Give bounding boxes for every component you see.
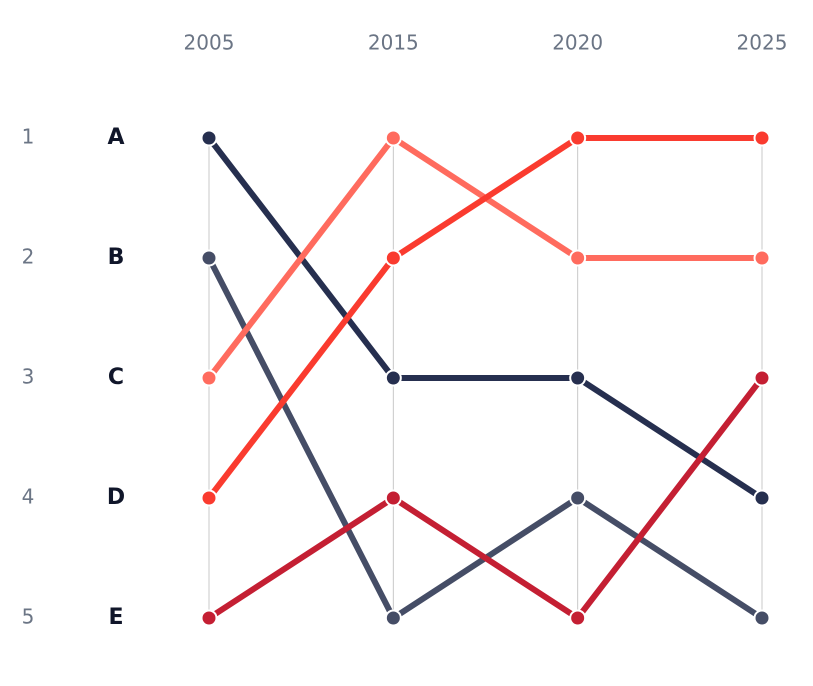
x-tick-label: 2015 — [368, 31, 419, 55]
x-tick-label: 2020 — [552, 31, 603, 55]
point — [753, 129, 771, 147]
point — [569, 369, 587, 387]
point — [384, 249, 402, 267]
series-name: D — [107, 485, 125, 510]
y-tick-label: 2 — [22, 245, 35, 269]
point — [753, 249, 771, 267]
point — [200, 129, 218, 147]
point — [753, 369, 771, 387]
series-name: B — [108, 245, 125, 270]
point — [569, 249, 587, 267]
series-name: C — [108, 365, 124, 390]
point — [384, 489, 402, 507]
x-tick-label: 2005 — [184, 31, 235, 55]
series-line — [206, 136, 764, 501]
point — [753, 609, 771, 627]
point — [200, 249, 218, 267]
y-tick-label: 1 — [22, 125, 35, 149]
y-tick-label: 3 — [22, 365, 35, 389]
series-line — [206, 133, 762, 380]
y-tick-label: 4 — [22, 485, 35, 509]
point — [569, 489, 587, 507]
point — [753, 489, 771, 507]
series-name: A — [107, 125, 124, 150]
series-line — [206, 135, 762, 500]
point — [384, 609, 402, 627]
point — [569, 609, 587, 627]
point — [384, 369, 402, 387]
x-tick-label: 2025 — [737, 31, 788, 55]
series-line — [207, 376, 765, 623]
point — [569, 129, 587, 147]
point — [200, 609, 218, 627]
y-tick-label: 5 — [22, 605, 35, 629]
series-name: E — [108, 605, 123, 630]
point — [384, 129, 402, 147]
point — [200, 369, 218, 387]
point — [200, 489, 218, 507]
